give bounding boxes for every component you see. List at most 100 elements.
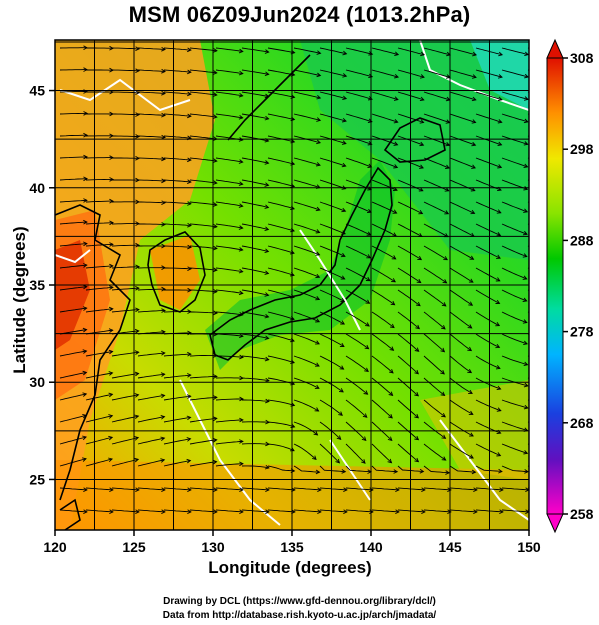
streamline <box>319 157 346 167</box>
y-tick-label: 30 <box>29 374 45 390</box>
streamline <box>501 443 528 454</box>
streamline-arrow <box>264 49 270 54</box>
streamline <box>164 267 192 270</box>
streamline-arrow <box>393 141 399 146</box>
streamline-arrow <box>419 96 425 102</box>
streamline-arrow <box>469 432 474 437</box>
streamline <box>59 178 88 181</box>
streamline-arrow <box>368 73 374 79</box>
streamline <box>501 333 528 345</box>
streamline <box>85 509 113 513</box>
streamline-arrow <box>338 411 343 416</box>
streamline-arrow <box>388 413 393 419</box>
streamline <box>397 267 421 283</box>
streamline-arrow <box>82 392 88 397</box>
streamline-arrow <box>441 456 447 461</box>
streamline-arrow <box>414 435 420 441</box>
streamline-arrow <box>445 141 451 147</box>
streamline <box>345 69 373 78</box>
streamline-arrow <box>389 346 395 351</box>
streamline <box>423 333 445 353</box>
streamline <box>345 311 370 327</box>
streamline <box>501 355 528 366</box>
streamline-arrow <box>419 164 424 169</box>
colorbar-label: 278 <box>570 324 594 340</box>
streamline-arrow <box>134 350 140 355</box>
streamline-arrow <box>238 92 244 98</box>
streamline <box>267 245 295 254</box>
streamline <box>449 91 476 101</box>
streamline-arrow <box>414 391 420 397</box>
streamline <box>501 157 528 168</box>
streamline-arrow <box>238 225 244 230</box>
streamline-arrow <box>343 487 348 493</box>
streamline-arrow <box>421 509 426 515</box>
streamline <box>163 416 191 423</box>
streamline-arrow <box>135 68 140 74</box>
streamline-arrow <box>364 367 369 372</box>
streamline-arrow <box>315 273 321 279</box>
streamline <box>397 311 420 329</box>
x-axis-label: Longitude (degrees) <box>208 558 372 577</box>
streamline <box>371 399 393 419</box>
streamline-arrow <box>387 436 393 442</box>
streamline <box>293 201 320 211</box>
streamline-arrow <box>82 370 88 376</box>
streamline-arrow <box>315 318 321 323</box>
streamline <box>449 113 476 123</box>
streamline-arrow <box>495 343 501 349</box>
streamline-arrow <box>187 373 192 378</box>
streamline <box>215 179 243 185</box>
streamline <box>475 399 501 412</box>
streamline-arrow <box>445 164 450 169</box>
streamline-arrow <box>82 435 87 441</box>
streamline-arrow <box>341 230 346 235</box>
streamline-arrow <box>315 469 321 475</box>
streamline <box>423 355 445 375</box>
streamline <box>449 157 476 169</box>
streamline <box>319 487 347 491</box>
colorbar-label: 288 <box>570 232 594 248</box>
streamline-arrow <box>340 320 346 325</box>
streamline <box>371 333 394 351</box>
streamline <box>397 245 422 260</box>
streamline-arrow <box>394 73 400 79</box>
streamline <box>423 223 449 238</box>
streamline-arrow <box>135 134 140 139</box>
streamline-arrow <box>444 210 450 215</box>
streamline-arrow <box>134 393 140 398</box>
streamline-arrow <box>496 232 502 237</box>
streamline <box>189 157 217 162</box>
streamline <box>163 91 191 95</box>
streamline <box>423 399 446 418</box>
streamline-arrow <box>414 413 420 419</box>
streamline <box>85 286 113 291</box>
x-tick-label: 130 <box>201 539 225 555</box>
streamline <box>449 355 472 373</box>
streamline-arrow <box>341 117 347 123</box>
streamline-arrow <box>264 270 270 275</box>
streamline <box>501 509 529 513</box>
x-tick-labels: 120 125 130 135 140 145 150 <box>43 530 541 555</box>
streamline-arrow <box>187 157 192 163</box>
colorbar-label: 268 <box>570 415 594 431</box>
streamline <box>267 201 295 210</box>
streamline <box>163 179 191 183</box>
streamline-arrow <box>187 351 192 357</box>
streamline <box>137 352 165 357</box>
streamline <box>371 69 399 78</box>
streamline <box>267 465 295 472</box>
credit-data: Data from http://database.rish.kyoto-u.a… <box>162 610 437 621</box>
streamline-arrow <box>264 248 270 254</box>
streamline <box>85 415 113 423</box>
streamline-arrow <box>388 391 394 397</box>
streamline-arrow <box>420 51 426 57</box>
streamline-arrow <box>393 96 399 101</box>
streamline-arrow <box>109 177 114 182</box>
streamline-arrow <box>497 164 503 169</box>
streamline-arrow <box>134 436 140 441</box>
streamline-arrow <box>341 162 347 168</box>
streamline-arrow <box>108 392 114 398</box>
streamline <box>163 113 191 117</box>
streamline <box>345 289 370 304</box>
